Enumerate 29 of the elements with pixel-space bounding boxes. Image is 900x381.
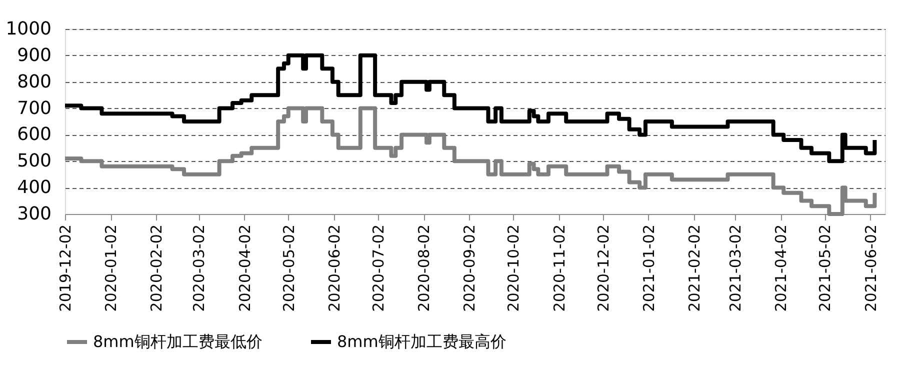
x-tick-label: 2020-10-02 xyxy=(504,224,523,312)
x-tick-label: 2020-08-02 xyxy=(415,224,434,312)
y-tick-label: 900 xyxy=(17,44,52,66)
x-tick-label: 2020-02-02 xyxy=(148,224,166,312)
x-tick-label: 2020-12-02 xyxy=(594,224,612,312)
x-tick-label: 2021-02-02 xyxy=(685,224,704,312)
x-tick-label: 2020-07-02 xyxy=(370,224,388,312)
x-tick-label: 2020-03-02 xyxy=(190,224,208,312)
x-tick-label: 2020-09-02 xyxy=(460,224,479,312)
x-tick-label: 2021-04-02 xyxy=(772,224,790,312)
legend-label: 8mm铜杆加工费最低价 xyxy=(93,332,262,351)
legend-label: 8mm铜杆加工费最高价 xyxy=(337,332,506,351)
x-tick-label: 2020-01-02 xyxy=(102,224,120,312)
y-tick-label: 500 xyxy=(17,150,52,172)
y-tick-label: 400 xyxy=(17,177,52,198)
x-tick-label: 2021-05-02 xyxy=(816,224,834,312)
x-tick-label: 2020-06-02 xyxy=(325,224,344,312)
y-tick-label: 1000 xyxy=(6,18,52,40)
x-tick-label: 2020-11-02 xyxy=(550,224,568,312)
y-tick-label: 600 xyxy=(17,124,52,146)
x-tick-label: 2020-04-02 xyxy=(236,224,254,312)
y-tick-label: 700 xyxy=(17,98,52,119)
y-tick-label: 800 xyxy=(17,71,52,92)
y-tick-label: 300 xyxy=(17,204,52,224)
x-tick-label: 2021-01-02 xyxy=(640,224,658,312)
x-tick-label: 2021-06-02 xyxy=(862,224,880,312)
x-tick-label: 2019-12-02 xyxy=(56,224,74,312)
x-tick-label: 2021-03-02 xyxy=(726,224,745,312)
x-tick-label: 2020-05-02 xyxy=(280,224,298,312)
